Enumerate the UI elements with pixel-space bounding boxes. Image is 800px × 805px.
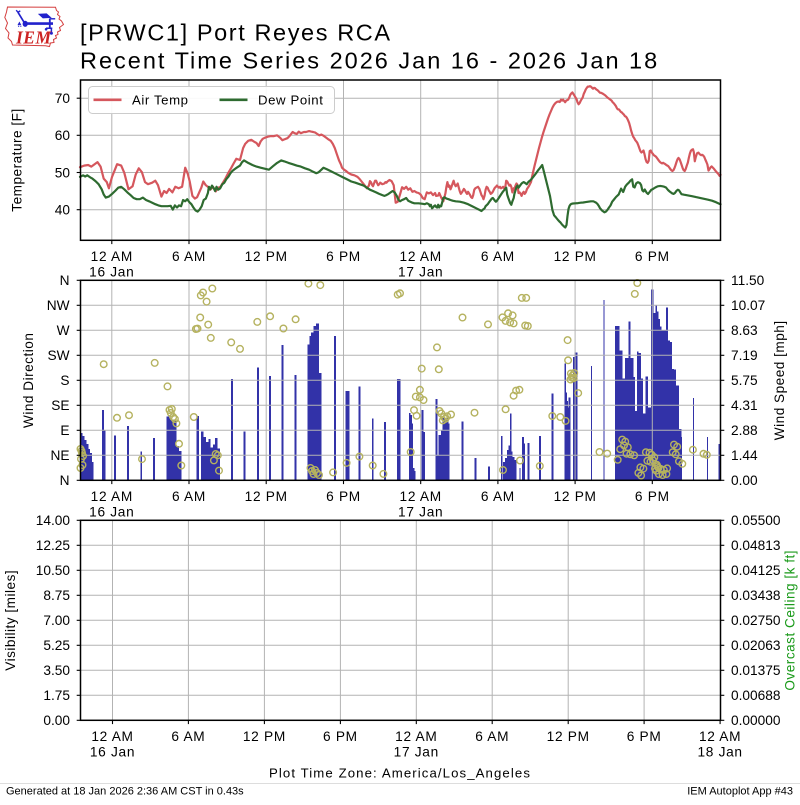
svg-text:12 PM: 12 PM bbox=[554, 489, 597, 504]
svg-text:60: 60 bbox=[55, 128, 71, 143]
svg-text:IEM: IEM bbox=[15, 28, 52, 48]
svg-text:E: E bbox=[60, 423, 69, 438]
svg-text:12 AM: 12 AM bbox=[395, 729, 437, 744]
svg-text:12.25: 12.25 bbox=[36, 538, 71, 553]
svg-text:0.00688: 0.00688 bbox=[731, 688, 781, 703]
svg-text:12 AM: 12 AM bbox=[400, 489, 442, 504]
svg-text:6 PM: 6 PM bbox=[635, 489, 670, 504]
svg-text:18 Jan: 18 Jan bbox=[697, 744, 742, 759]
svg-text:N: N bbox=[60, 273, 70, 288]
svg-text:Wind Direction: Wind Direction bbox=[21, 333, 36, 428]
svg-text:0.00000: 0.00000 bbox=[731, 713, 781, 728]
svg-text:6 AM: 6 AM bbox=[481, 489, 515, 504]
svg-text:0.01375: 0.01375 bbox=[731, 663, 781, 678]
svg-text:11.50: 11.50 bbox=[731, 273, 765, 288]
svg-text:12 AM: 12 AM bbox=[91, 729, 133, 744]
svg-text:Air Temp: Air Temp bbox=[132, 93, 189, 108]
svg-text:NE: NE bbox=[50, 448, 69, 463]
svg-text:6 PM: 6 PM bbox=[323, 729, 358, 744]
svg-text:6 PM: 6 PM bbox=[326, 249, 361, 264]
svg-text:Dew Point: Dew Point bbox=[258, 93, 324, 108]
svg-text:16 Jan: 16 Jan bbox=[90, 744, 135, 759]
svg-text:12 AM: 12 AM bbox=[699, 729, 741, 744]
svg-text:IEM Autoplot App #43: IEM Autoplot App #43 bbox=[687, 786, 793, 798]
svg-text:SW: SW bbox=[47, 348, 69, 363]
svg-text:12 PM: 12 PM bbox=[245, 489, 288, 504]
svg-text:Plot Time Zone: America/Los_An: Plot Time Zone: America/Los_Angeles bbox=[269, 766, 531, 781]
svg-text:6 PM: 6 PM bbox=[635, 249, 670, 264]
svg-text:1.75: 1.75 bbox=[43, 688, 70, 703]
svg-text:12 AM: 12 AM bbox=[400, 249, 442, 264]
svg-text:70: 70 bbox=[55, 91, 71, 106]
svg-text:12 PM: 12 PM bbox=[245, 249, 288, 264]
svg-text:6 AM: 6 AM bbox=[172, 249, 206, 264]
svg-text:3.50: 3.50 bbox=[43, 663, 70, 678]
svg-text:0.00: 0.00 bbox=[731, 473, 758, 488]
svg-text:40: 40 bbox=[55, 203, 71, 218]
svg-text:N: N bbox=[60, 473, 70, 488]
svg-text:SE: SE bbox=[51, 398, 69, 413]
svg-text:1.44: 1.44 bbox=[731, 448, 758, 463]
svg-text:7.19: 7.19 bbox=[731, 348, 758, 363]
svg-text:Temperature [F]: Temperature [F] bbox=[10, 108, 25, 211]
svg-text:5.75: 5.75 bbox=[731, 373, 758, 388]
svg-text:0.05500: 0.05500 bbox=[731, 513, 781, 528]
svg-text:Overcast Ceiling [k ft]: Overcast Ceiling [k ft] bbox=[783, 550, 798, 691]
svg-text:17 Jan: 17 Jan bbox=[398, 264, 443, 279]
svg-text:10.07: 10.07 bbox=[731, 298, 765, 313]
svg-text:0.03438: 0.03438 bbox=[731, 588, 781, 603]
svg-text:12 PM: 12 PM bbox=[243, 729, 286, 744]
svg-text:Wind Speed [mph]: Wind Speed [mph] bbox=[772, 320, 787, 440]
svg-text:12 AM: 12 AM bbox=[91, 249, 133, 264]
svg-text:0.04813: 0.04813 bbox=[731, 538, 781, 553]
svg-text:0.02750: 0.02750 bbox=[731, 613, 781, 628]
svg-text:4.31: 4.31 bbox=[731, 398, 758, 413]
svg-text:Visibility [miles]: Visibility [miles] bbox=[3, 570, 18, 671]
svg-text:Generated at 18 Jan 2026 2:36: Generated at 18 Jan 2026 2:36 AM CST in … bbox=[6, 786, 244, 798]
svg-text:[PRWC1] Port Reyes RCA: [PRWC1] Port Reyes RCA bbox=[80, 20, 392, 46]
svg-text:12 PM: 12 PM bbox=[554, 249, 597, 264]
svg-text:6 AM: 6 AM bbox=[475, 729, 509, 744]
svg-text:S: S bbox=[60, 373, 69, 388]
svg-text:6 AM: 6 AM bbox=[172, 489, 206, 504]
svg-text:8.63: 8.63 bbox=[731, 323, 758, 338]
svg-text:2.88: 2.88 bbox=[731, 423, 758, 438]
svg-text:16 Jan: 16 Jan bbox=[89, 264, 134, 279]
svg-text:17 Jan: 17 Jan bbox=[394, 744, 439, 759]
svg-text:6 AM: 6 AM bbox=[481, 249, 515, 264]
svg-text:0.04125: 0.04125 bbox=[731, 563, 781, 578]
svg-text:6 AM: 6 AM bbox=[171, 729, 205, 744]
svg-text:50: 50 bbox=[55, 165, 71, 180]
svg-text:NW: NW bbox=[47, 298, 70, 313]
svg-text:0.02063: 0.02063 bbox=[731, 638, 781, 653]
svg-text:W: W bbox=[57, 323, 70, 338]
svg-text:12 PM: 12 PM bbox=[547, 729, 590, 744]
svg-text:5.25: 5.25 bbox=[43, 638, 70, 653]
svg-text:10.50: 10.50 bbox=[36, 563, 71, 578]
svg-text:6 PM: 6 PM bbox=[627, 729, 662, 744]
svg-text:8.75: 8.75 bbox=[43, 588, 70, 603]
svg-text:7.00: 7.00 bbox=[43, 613, 70, 628]
svg-text:17 Jan: 17 Jan bbox=[398, 504, 443, 519]
svg-text:Recent Time Series 2026 Jan 16: Recent Time Series 2026 Jan 16 - 2026 Ja… bbox=[80, 48, 659, 74]
svg-text:14.00: 14.00 bbox=[36, 513, 71, 528]
svg-text:16 Jan: 16 Jan bbox=[89, 504, 134, 519]
svg-text:6 PM: 6 PM bbox=[326, 489, 361, 504]
svg-text:12 AM: 12 AM bbox=[91, 489, 133, 504]
svg-text:0.00: 0.00 bbox=[43, 713, 70, 728]
